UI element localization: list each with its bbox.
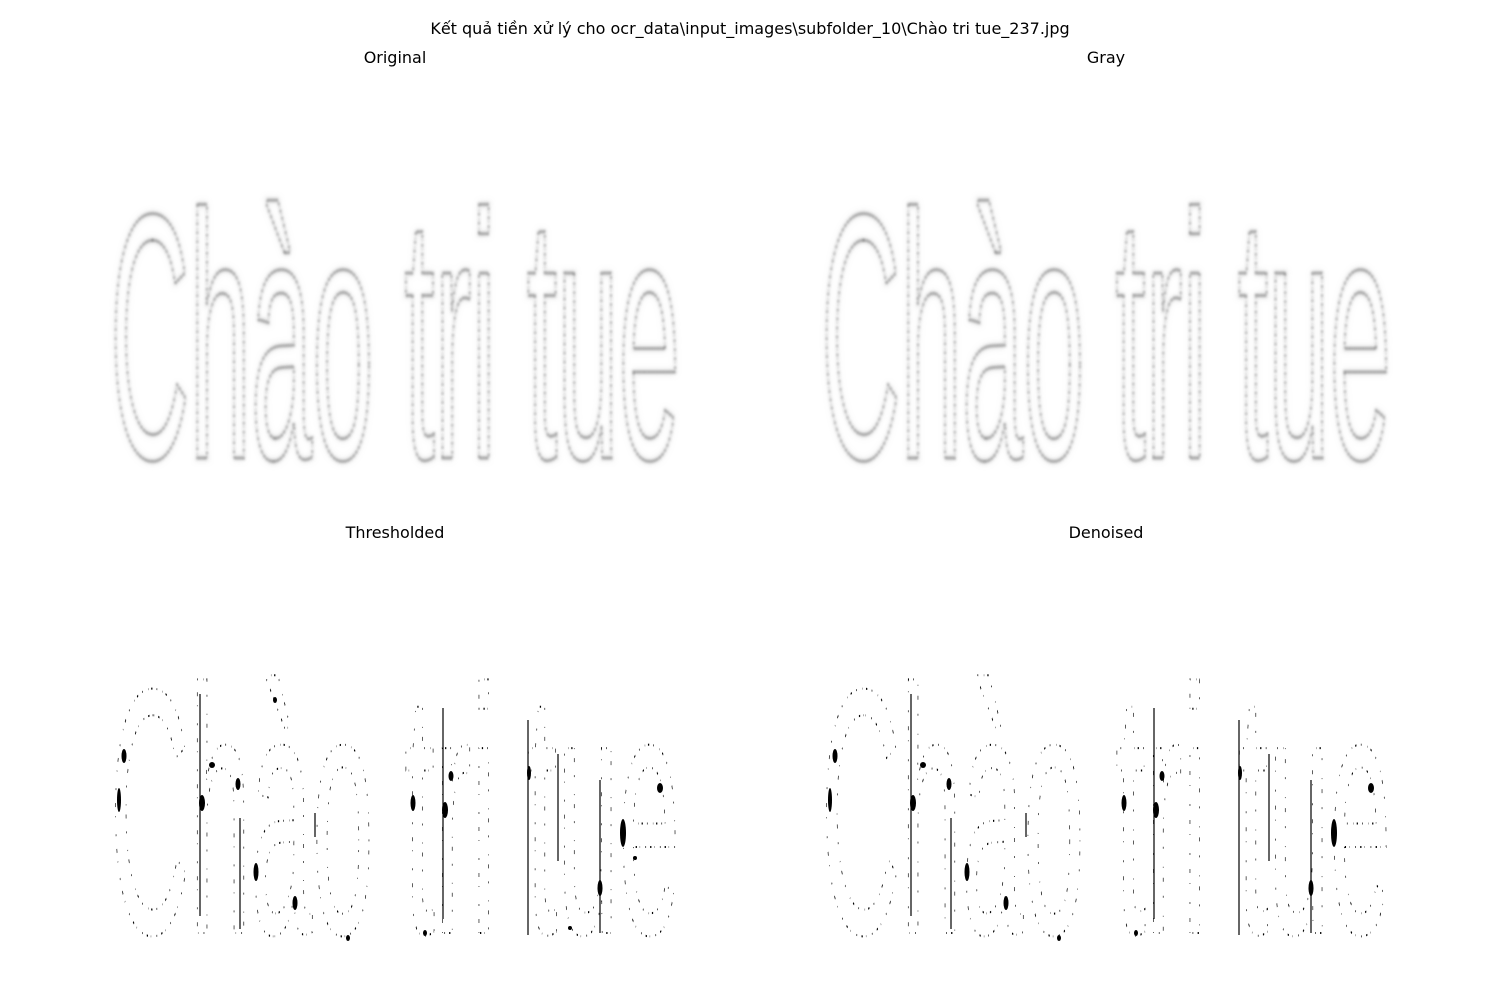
gray-text-strokes: Chào tri tue [820, 173, 1393, 518]
panel-title-original: Original [363, 48, 427, 67]
image-panel-gray: Chào tri tue Chào tri tue [806, 173, 1406, 518]
panel-title-denoised: Denoised [1068, 523, 1144, 542]
svg-text:Chào tri tue: Chào tri tue [821, 173, 1391, 518]
svg-text:Chào tri tue: Chào tri tue [110, 648, 680, 993]
svg-text:Chào tri tue: Chào tri tue [110, 173, 680, 518]
thresholded-image: Chào tri tue [109, 648, 681, 993]
figure-suptitle: Kết quả tiền xử lý cho ocr_data\input_im… [430, 19, 1070, 38]
original-text-strokes: Chào tri tue [109, 173, 682, 518]
svg-text:Chào tri tue: Chào tri tue [821, 173, 1391, 518]
svg-text:Chào tri tue: Chào tri tue [110, 173, 680, 518]
thresholded-text-fragments: Chào tri tue [109, 648, 681, 993]
original-text-halo: Chào tri tue [107, 173, 683, 518]
image-panel-original: Chào tri tue Chào tri tue [95, 173, 695, 518]
denoised-blobs [828, 749, 1374, 941]
panel-title-thresholded: Thresholded [345, 523, 445, 542]
gray-image: Chào tri tue Chào tri tue [818, 173, 1394, 518]
thresholded-blobs [117, 697, 663, 941]
svg-text:Chào tri tue: Chào tri tue [821, 648, 1391, 993]
denoised-text-fragments: Chào tri tue [820, 648, 1392, 993]
image-panel-denoised: Chào tri tue [806, 648, 1406, 993]
denoised-image: Chào tri tue [820, 648, 1392, 993]
image-panel-thresholded: Chào tri tue [95, 648, 695, 993]
original-image: Chào tri tue Chào tri tue [107, 173, 683, 518]
panel-title-gray: Gray [1086, 48, 1126, 67]
gray-text-halo: Chào tri tue [818, 173, 1394, 518]
